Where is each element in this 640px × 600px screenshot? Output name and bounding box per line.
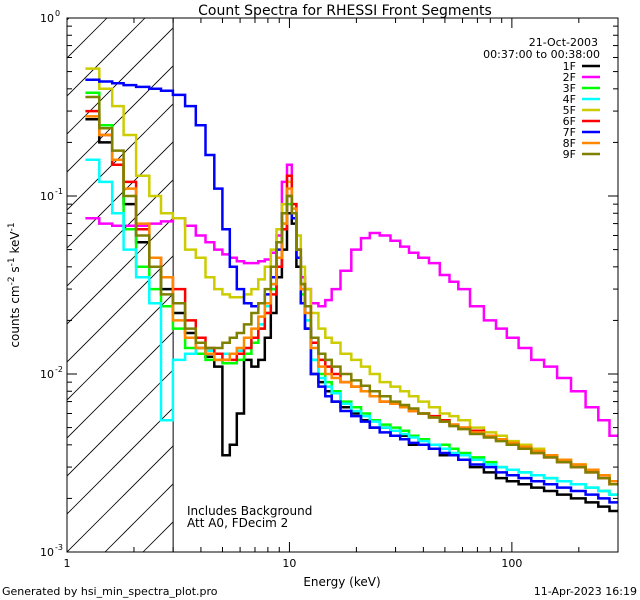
hatch-line bbox=[67, 65, 174, 173]
background-note: Includes Background bbox=[187, 504, 312, 518]
legend-label: 5F bbox=[563, 104, 576, 117]
x-tick-label: 100 bbox=[501, 557, 522, 570]
series-9F bbox=[85, 95, 618, 486]
series-8F bbox=[85, 115, 618, 483]
y-tick-label: 10 bbox=[40, 368, 54, 381]
y-tick-label: 10 bbox=[40, 190, 54, 203]
y-tick-exponent: 0 bbox=[55, 9, 60, 18]
legend-label: 4F bbox=[563, 93, 576, 106]
y-tick-exponent: -3 bbox=[55, 543, 63, 552]
series-5F bbox=[85, 67, 618, 483]
y-label-exp: -2 bbox=[7, 276, 17, 285]
hatched-region bbox=[67, 18, 174, 552]
attenuator-note: Att A0, FDecim 2 bbox=[187, 516, 288, 530]
legend-label: 6F bbox=[563, 115, 576, 128]
legend-label: 1F bbox=[563, 60, 576, 73]
legend-label: 3F bbox=[563, 82, 576, 95]
hatch-line bbox=[67, 27, 174, 135]
plot-frame bbox=[66, 17, 619, 553]
legend-label: 7F bbox=[563, 126, 576, 139]
hatch-line bbox=[67, 179, 174, 287]
chart-title: Count Spectra for RHESSI Front Segments bbox=[198, 3, 492, 19]
legend-label: 9F bbox=[563, 148, 576, 161]
date-annotation: 21-Oct-2003 bbox=[529, 36, 598, 49]
y-tick-label: 10 bbox=[40, 12, 54, 25]
y-label-part: counts cm bbox=[8, 285, 22, 347]
x-tick-label: 10 bbox=[282, 557, 296, 570]
series-group bbox=[85, 67, 618, 513]
x-axis-label: Energy (keV) bbox=[303, 575, 380, 589]
hatch-line bbox=[67, 445, 174, 552]
hatch-line bbox=[67, 407, 174, 515]
hatch-line bbox=[67, 255, 174, 363]
time-range-annotation: 00:37:00 to 00:38:00 bbox=[483, 48, 600, 61]
footer-date: 11-Apr-2023 16:19 bbox=[534, 585, 637, 598]
y-tick-exponent: -2 bbox=[55, 365, 63, 374]
hatch-line bbox=[67, 369, 174, 477]
hatch-line bbox=[67, 217, 174, 325]
x-tick-label: 1 bbox=[64, 557, 71, 570]
y-tick-exponent: -1 bbox=[55, 187, 63, 196]
generated-by: Generated by hsi_min_spectra_plot.pro bbox=[2, 585, 218, 598]
y-tick-label: 10 bbox=[40, 546, 54, 559]
y-label-part: s bbox=[8, 266, 22, 276]
legend-label: 8F bbox=[563, 137, 576, 150]
y-label-exp: -1 bbox=[7, 257, 17, 266]
hatch-line bbox=[67, 103, 174, 211]
legend-label: 2F bbox=[563, 71, 576, 84]
y-axis-label: counts cm-2 s-1 keV-1 bbox=[7, 222, 22, 347]
series-2F bbox=[85, 163, 618, 437]
y-label-part: keV bbox=[8, 231, 22, 258]
series-7F bbox=[85, 78, 618, 504]
y-label-exp: -1 bbox=[7, 222, 17, 231]
